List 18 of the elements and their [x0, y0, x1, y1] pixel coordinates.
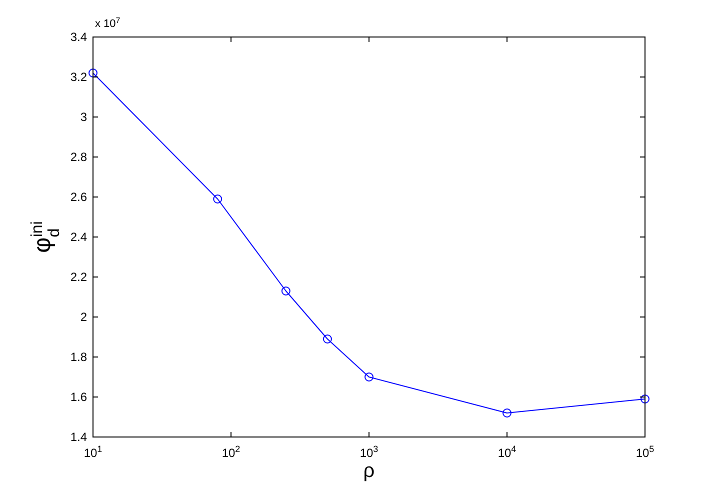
x-tick-label: 10$^{5}$	[636, 444, 654, 460]
y-tick-label: 3.2	[70, 70, 88, 84]
y-tick-label: 1.4	[70, 430, 88, 444]
y-tick-label: 2.6	[70, 190, 88, 204]
x-axis-title: ρ	[363, 460, 375, 482]
x-tick-label: 10$^{4}$	[498, 444, 516, 460]
y-tick-label: 3	[80, 110, 88, 124]
x-tick-label: 10$^{2}$	[222, 444, 240, 460]
y-tick-label: 2.2	[70, 270, 88, 284]
x-tick-label: 10$^{3}$	[360, 444, 378, 460]
text: x 10$^{7}$	[95, 16, 121, 30]
y-tick-label: 2.4	[70, 230, 88, 244]
y-tick-label: 2.8	[70, 150, 88, 164]
x-tick-label: 10$^{1}$	[84, 444, 102, 460]
y-tick-label: 3.4	[70, 30, 88, 44]
y-tick-label: 1.6	[70, 390, 88, 404]
y-tick-label: 2	[80, 310, 88, 324]
y-tick-label: 1.8	[70, 350, 88, 364]
